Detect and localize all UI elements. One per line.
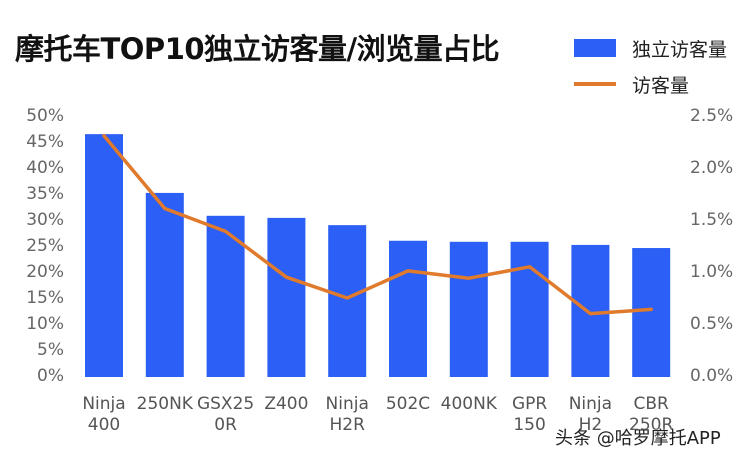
bar: [267, 217, 306, 377]
line-series: [102, 133, 653, 316]
legend-item-line: 访客量: [574, 66, 727, 102]
right-axis-tick: 2.0%: [690, 158, 734, 178]
right-axis-tick: 0.5%: [690, 314, 734, 334]
x-axis-label: 250NK: [136, 394, 193, 414]
legend: 独立访客量 访客量: [574, 30, 727, 102]
legend-line-swatch: [574, 82, 616, 86]
right-axis-tick: 2.5%: [690, 106, 734, 126]
right-axis-tick: 1.5%: [690, 210, 734, 230]
x-axis-label: Ninja 400: [82, 394, 126, 435]
bar-series: [85, 134, 671, 377]
bar: [632, 248, 671, 377]
x-axis-label: CBR 250R: [629, 394, 674, 435]
x-axis-label: Ninja H2R: [325, 394, 369, 435]
left-axis-tick: 0%: [37, 366, 64, 386]
bar: [328, 225, 367, 377]
bar: [145, 192, 184, 377]
left-axis-tick: 50%: [26, 106, 64, 126]
left-axis-tick: 20%: [26, 262, 64, 282]
legend-line-label: 访客量: [632, 74, 690, 97]
left-axis-tick: 10%: [26, 314, 64, 334]
legend-item-bar: 独立访客量: [574, 30, 727, 66]
x-axis-label: 502C: [385, 394, 431, 414]
legend-bar-swatch: [574, 39, 616, 57]
bar: [85, 134, 123, 377]
x-axis-label: GPR 150: [511, 394, 548, 435]
x-axis-label: 400NK: [440, 394, 497, 414]
right-axis-tick: 1.0%: [690, 262, 734, 282]
left-axis-tick: 35%: [26, 184, 64, 204]
left-axis-tick: 5%: [37, 340, 64, 360]
left-axis-tick: 15%: [26, 288, 64, 308]
bar: [389, 240, 427, 377]
bar: [571, 244, 610, 377]
x-axis-label: Ninja H2: [568, 394, 613, 435]
right-axis-tick: 0.0%: [690, 366, 734, 386]
legend-bar-label: 独立访客量: [632, 38, 728, 61]
left-axis-tick: 40%: [26, 158, 64, 178]
x-axis-label: Z400: [264, 394, 309, 414]
left-axis-tick: 45%: [26, 132, 64, 152]
left-axis-tick: 25%: [26, 236, 64, 256]
x-axis-label: GSX25 0R: [196, 394, 255, 435]
bar: [449, 241, 488, 377]
watermark: 头条 @哈罗摩托APP: [555, 428, 721, 449]
chart-title: 摩托车TOP10独立访客量/浏览量占比: [15, 32, 500, 66]
left-axis-tick: 30%: [26, 210, 64, 230]
bar: [510, 241, 549, 377]
